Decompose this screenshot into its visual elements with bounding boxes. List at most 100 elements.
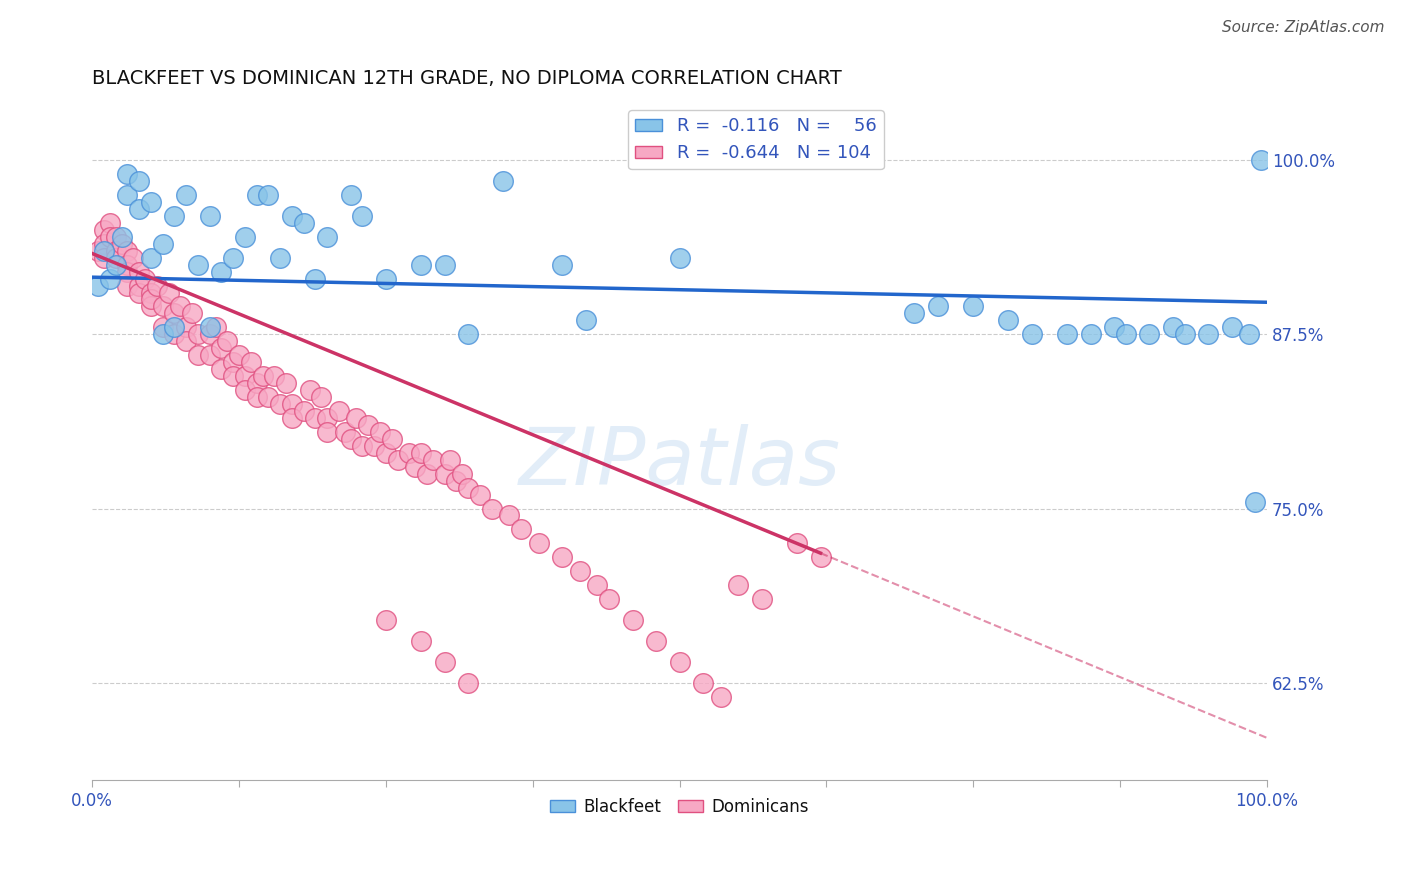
Point: [98, 229, 121, 244]
Point: [222, 369, 245, 384]
Point: [134, 271, 156, 285]
Point: [117, 258, 139, 272]
Point: [233, 369, 256, 384]
Point: [645, 634, 668, 648]
Point: [181, 306, 204, 320]
Point: [316, 229, 339, 244]
Point: [128, 264, 150, 278]
Point: [668, 655, 690, 669]
Point: [117, 244, 139, 258]
Point: [110, 236, 132, 251]
Point: [117, 264, 139, 278]
Point: [246, 390, 269, 404]
Point: [439, 452, 461, 467]
Point: [163, 209, 186, 223]
Point: [668, 251, 690, 265]
Point: [152, 320, 174, 334]
Point: [163, 320, 186, 334]
Point: [416, 467, 439, 481]
Point: [387, 452, 409, 467]
Point: [574, 313, 596, 327]
Point: [128, 174, 150, 188]
Point: [411, 446, 433, 460]
Point: [128, 278, 150, 293]
Point: [128, 202, 150, 216]
Point: [1250, 153, 1272, 167]
Point: [187, 348, 209, 362]
Point: [122, 251, 145, 265]
Point: [374, 446, 396, 460]
Point: [93, 251, 115, 265]
Point: [163, 306, 186, 320]
Point: [786, 536, 808, 550]
Point: [551, 550, 574, 565]
Point: [198, 327, 221, 342]
Point: [104, 244, 127, 258]
Point: [233, 383, 256, 397]
Point: [328, 404, 350, 418]
Text: BLACKFEET VS DOMINICAN 12TH GRADE, NO DIPLOMA CORRELATION CHART: BLACKFEET VS DOMINICAN 12TH GRADE, NO DI…: [93, 69, 842, 87]
Point: [163, 327, 186, 342]
Point: [269, 251, 291, 265]
Point: [962, 300, 984, 314]
Point: [352, 439, 374, 453]
Point: [87, 244, 110, 258]
Point: [257, 390, 280, 404]
Point: [98, 216, 121, 230]
Point: [152, 300, 174, 314]
Point: [222, 355, 245, 369]
Point: [98, 271, 121, 285]
Point: [292, 404, 315, 418]
Point: [1239, 327, 1261, 342]
Point: [104, 258, 127, 272]
Point: [117, 167, 139, 181]
Point: [751, 592, 773, 607]
Point: [346, 411, 368, 425]
Point: [233, 229, 256, 244]
Point: [492, 174, 515, 188]
Point: [110, 229, 132, 244]
Point: [152, 236, 174, 251]
Point: [139, 285, 162, 300]
Point: [621, 613, 644, 627]
Point: [309, 390, 332, 404]
Point: [368, 425, 391, 439]
Point: [457, 327, 479, 342]
Point: [810, 550, 832, 565]
Point: [997, 313, 1019, 327]
Point: [1244, 494, 1267, 508]
Point: [316, 411, 339, 425]
Point: [281, 209, 304, 223]
Point: [93, 223, 115, 237]
Point: [551, 258, 574, 272]
Point: [222, 251, 245, 265]
Point: [174, 188, 197, 202]
Point: [1102, 320, 1125, 334]
Point: [139, 251, 162, 265]
Point: [104, 229, 127, 244]
Point: [457, 675, 479, 690]
Point: [451, 467, 474, 481]
Point: [117, 278, 139, 293]
Point: [1080, 327, 1102, 342]
Point: [457, 481, 479, 495]
Point: [204, 320, 226, 334]
Point: [586, 578, 609, 592]
Point: [252, 369, 274, 384]
Point: [422, 452, 444, 467]
Point: [304, 411, 326, 425]
Point: [117, 188, 139, 202]
Point: [174, 320, 197, 334]
Point: [510, 523, 533, 537]
Point: [257, 188, 280, 202]
Point: [1174, 327, 1197, 342]
Point: [139, 300, 162, 314]
Point: [927, 300, 949, 314]
Point: [169, 300, 191, 314]
Point: [1197, 327, 1219, 342]
Point: [357, 417, 380, 432]
Point: [1115, 327, 1137, 342]
Point: [1056, 327, 1078, 342]
Point: [209, 341, 232, 355]
Point: [152, 327, 174, 342]
